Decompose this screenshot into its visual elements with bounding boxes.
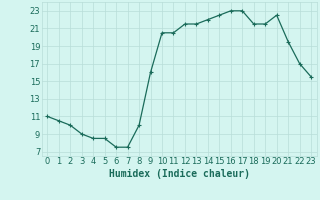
X-axis label: Humidex (Indice chaleur): Humidex (Indice chaleur) xyxy=(109,169,250,179)
